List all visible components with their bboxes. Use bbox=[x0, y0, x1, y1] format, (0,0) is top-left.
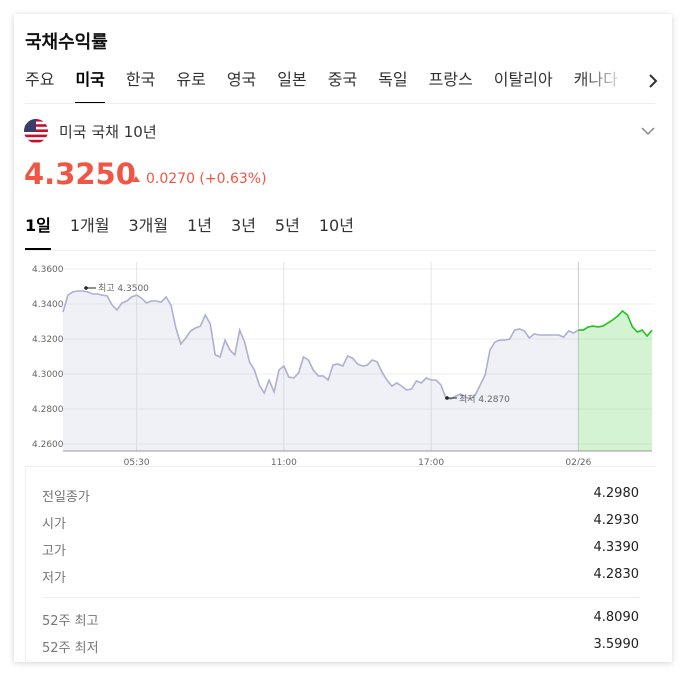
period-tabs: 1일 1개월 3개월 1년 3년 5년 10년 bbox=[25, 214, 354, 250]
period-tab[interactable]: 5년 bbox=[274, 216, 300, 235]
us-flag bbox=[24, 119, 48, 143]
y-tick-label: 4.3200 bbox=[32, 335, 64, 345]
stat-value: 4.8090 bbox=[593, 610, 640, 625]
instrument-name: 미국 국채 10년 bbox=[59, 123, 157, 141]
y-tick-label: 4.2600 bbox=[32, 440, 64, 450]
price: 4.3250 bbox=[24, 157, 136, 191]
stat-value: 4.2980 bbox=[593, 486, 640, 501]
tab-fade bbox=[580, 66, 640, 100]
market-tab[interactable]: 미국 bbox=[75, 68, 105, 104]
period-tab[interactable]: 1년 bbox=[187, 216, 213, 235]
up-arrow bbox=[132, 176, 140, 182]
separator bbox=[42, 597, 639, 598]
market-tab[interactable]: 한국 bbox=[125, 70, 156, 89]
market-tab[interactable]: 중국 bbox=[327, 70, 358, 89]
stat-row: 저가 4.2830 bbox=[42, 567, 639, 586]
market-tab[interactable]: 영국 bbox=[226, 70, 257, 89]
stat-label: 고가 bbox=[42, 544, 66, 559]
market-tab[interactable]: 일본 bbox=[277, 70, 307, 89]
stat-row: 52주 최고 4.8090 bbox=[42, 610, 639, 629]
chart: 4.3600 4.3400 4.3200 4.3000 4.2800 4.2600 05:3… bbox=[32, 262, 653, 465]
stat-label: 52주 최고 bbox=[42, 614, 99, 629]
y-tick-label: 4.2800 bbox=[32, 405, 64, 415]
stat-row: 고가 4.3390 bbox=[42, 540, 639, 559]
stat-value: 3.5990 bbox=[593, 637, 640, 652]
y-tick-label: 4.3400 bbox=[32, 300, 64, 310]
stat-row: 52주 최저 3.5990 bbox=[42, 637, 639, 656]
stat-row: 전일종가 4.2980 bbox=[42, 486, 639, 505]
stat-value: 4.2830 bbox=[593, 567, 640, 582]
period-tab[interactable]: 3년 bbox=[231, 216, 256, 235]
dropdown[interactable] bbox=[641, 126, 655, 136]
separator bbox=[25, 103, 655, 104]
period-tab[interactable]: 10년 bbox=[318, 216, 354, 235]
market-tab[interactable]: 주요 bbox=[25, 70, 55, 89]
market-tab[interactable]: 프랑스 bbox=[428, 70, 473, 89]
period-tab[interactable]: 1개월 bbox=[69, 216, 110, 235]
x-tick-label: 02/26 bbox=[565, 458, 591, 465]
stat-row: 시가 4.2930 bbox=[42, 513, 639, 532]
annotation: 최저 4.2870 bbox=[459, 394, 510, 405]
x-tick-label: 11:00 bbox=[271, 458, 297, 465]
stat-label: 전일종가 bbox=[42, 490, 90, 505]
market-tabs: 주요미국한국유로영국일본중국독일프랑스이탈리아캐나다 bbox=[25, 68, 637, 104]
stat-value: 4.2930 bbox=[593, 513, 640, 528]
stat-label: 시가 bbox=[42, 517, 66, 532]
title: 국채수익률 bbox=[25, 32, 108, 53]
stat-label: 저가 bbox=[42, 571, 66, 586]
separator bbox=[25, 250, 655, 251]
series-area bbox=[578, 311, 652, 451]
x-tick-label: 17:00 bbox=[418, 458, 444, 465]
stats-panel: 전일종가 4.2980 시가 4.2930 고가 4.3390 저가 4.2830 52주 최고… bbox=[25, 466, 656, 663]
market-tab[interactable]: 독일 bbox=[378, 70, 408, 89]
x-tick-label: 05:30 bbox=[124, 458, 150, 465]
series-line bbox=[62, 290, 579, 400]
market-tab[interactable]: 유로 bbox=[176, 70, 206, 89]
period-tab[interactable]: 3개월 bbox=[128, 216, 169, 235]
market-tab[interactable]: 이탈리아 bbox=[493, 70, 553, 89]
next-arrow[interactable] bbox=[646, 73, 660, 89]
stat-label: 52주 최저 bbox=[42, 641, 99, 656]
stat-value: 4.3390 bbox=[593, 540, 640, 555]
price-change: 0.0270 (+0.63%) bbox=[146, 171, 267, 187]
y-tick-label: 4.3000 bbox=[32, 370, 64, 380]
plot-bg bbox=[63, 262, 652, 451]
annotation: 최고 4.3500 bbox=[98, 283, 149, 294]
period-tab[interactable]: 1일 bbox=[25, 214, 51, 250]
series-line bbox=[578, 309, 653, 338]
y-tick-label: 4.3600 bbox=[32, 265, 64, 275]
